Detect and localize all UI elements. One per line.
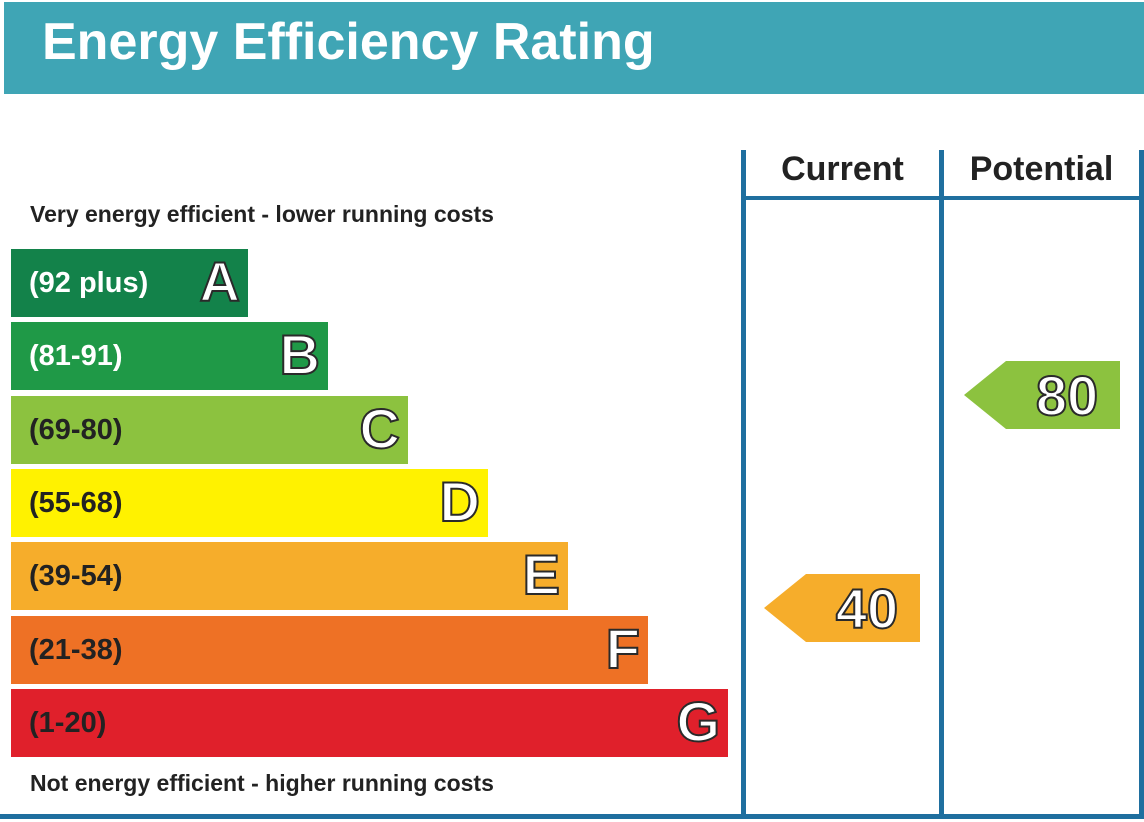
title-bar: Energy Efficiency Rating [4,2,1144,94]
band-b: (81-91) B [11,322,328,391]
potential-column-left-border [939,150,944,816]
band-letter: G [675,689,721,754]
bottom-caption: Not energy efficient - higher running co… [30,770,494,796]
band-d: (55-68) D [11,468,488,537]
right-border [1139,150,1144,816]
band-e: (39-54) E [11,542,568,611]
band-letter: C [359,396,401,461]
band-range-label: (69-80) [29,413,123,446]
chart-title: Energy Efficiency Rating [42,13,655,71]
band-letter: F [605,616,641,681]
band-range-label: (1-20) [29,706,107,739]
band-g: (1-20) G [11,688,728,757]
band-letter: E [522,542,561,607]
band-range-label: (81-91) [29,340,123,373]
band-range-label: (21-38) [29,633,123,666]
top-caption: Very energy efficient - lower running co… [30,201,494,227]
bottom-border [0,814,1144,819]
potential-rating-shape [964,361,1120,429]
band-c: (69-80) C [11,395,408,464]
band-letter: B [279,322,321,387]
potential-rating-value: 80 [1036,364,1098,427]
current-rating-value: 40 [836,577,898,640]
band-range-label: (92 plus) [29,267,149,299]
band-range-label: (55-68) [29,486,123,519]
potential-column-header: Potential [969,150,1114,188]
band-letter: A [199,249,241,314]
current-rating-arrow: 40 [764,574,920,642]
current-column-header: Current [781,150,904,188]
potential-rating-arrow: 80 [964,361,1120,429]
current-column-left-border [741,150,746,816]
band-range-label: (39-54) [29,560,123,593]
band-f: (21-38) F [11,615,648,684]
band-letter: D [439,469,481,534]
band-a: (92 plus) A [11,249,248,317]
current-rating-shape [764,574,920,642]
header-divider [741,196,1144,200]
